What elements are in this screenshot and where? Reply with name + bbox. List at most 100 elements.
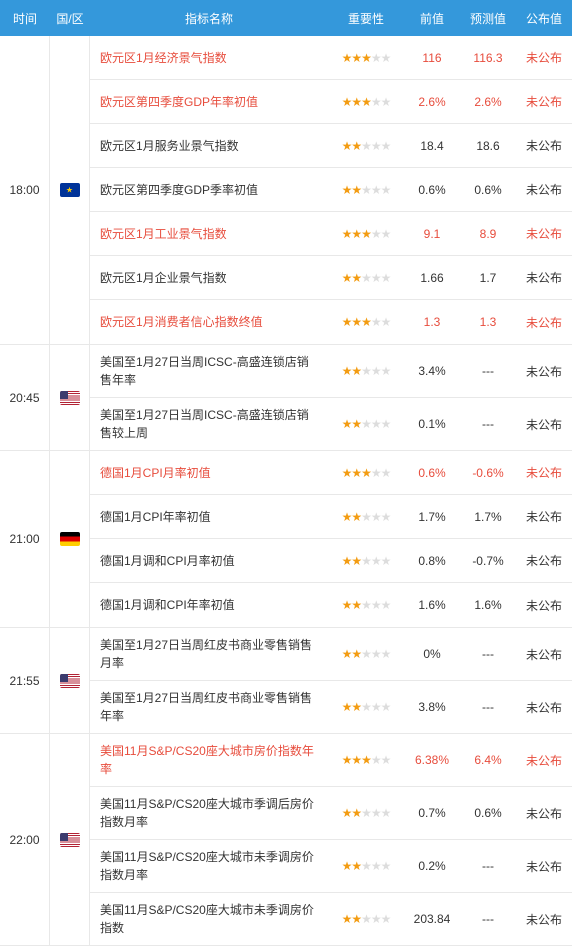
previous-value: 9.1: [404, 227, 460, 241]
previous-value: 3.4%: [404, 364, 460, 378]
forecast-value: 1.7: [460, 271, 516, 285]
forecast-value: 0.6%: [460, 806, 516, 820]
importance-stars: ★★★★★: [328, 364, 404, 378]
flag-cell: [50, 628, 90, 733]
published-value: 未公布: [516, 699, 572, 716]
rows-container: 美国至1月27日当周红皮书商业零售销售月率★★★★★0%---未公布美国至1月2…: [90, 628, 572, 733]
forecast-value: 8.9: [460, 227, 516, 241]
indicator-name: 欧元区第四季度GDP季率初值: [90, 173, 328, 207]
importance-stars: ★★★★★: [328, 554, 404, 568]
published-value: 未公布: [516, 858, 572, 875]
time-group: 21:00 德国1月CPI月率初值★★★★★0.6%-0.6%未公布德国1月CPI…: [0, 451, 572, 628]
importance-stars: ★★★★★: [328, 753, 404, 767]
indicator-name: 欧元区1月服务业景气指数: [90, 129, 328, 163]
table-row[interactable]: 美国11月S&P/CS20座大城市季调后房价指数月率★★★★★0.7%0.6%未…: [90, 787, 572, 840]
previous-value: 0.2%: [404, 859, 460, 873]
table-row[interactable]: 德国1月CPI月率初值★★★★★0.6%-0.6%未公布: [90, 451, 572, 495]
indicator-name: 欧元区第四季度GDP年率初值: [90, 85, 328, 119]
previous-value: 0.7%: [404, 806, 460, 820]
importance-stars: ★★★★★: [328, 647, 404, 661]
previous-value: 0.1%: [404, 417, 460, 431]
previous-value: 1.66: [404, 271, 460, 285]
published-value: 未公布: [516, 464, 572, 481]
indicator-name: 欧元区1月消费者信心指数终值: [90, 305, 328, 339]
published-value: 未公布: [516, 646, 572, 663]
published-value: 未公布: [516, 314, 572, 331]
table-row[interactable]: 德国1月CPI年率初值★★★★★1.7%1.7%未公布: [90, 495, 572, 539]
forecast-value: ---: [460, 700, 516, 714]
time-group: 18:00欧元区1月经济景气指数★★★★★116116.3未公布欧元区第四季度G…: [0, 36, 572, 345]
forecast-value: 0.6%: [460, 183, 516, 197]
published-value: 未公布: [516, 911, 572, 928]
time-cell: 21:00: [0, 451, 50, 627]
previous-value: 0.6%: [404, 183, 460, 197]
published-value: 未公布: [516, 597, 572, 614]
header-name: 指标名称: [90, 10, 328, 27]
importance-stars: ★★★★★: [328, 598, 404, 612]
table-row[interactable]: 欧元区1月服务业景气指数★★★★★18.418.6未公布: [90, 124, 572, 168]
published-value: 未公布: [516, 363, 572, 380]
indicator-name: 德国1月调和CPI月率初值: [90, 544, 328, 578]
table-row[interactable]: 欧元区1月企业景气指数★★★★★1.661.7未公布: [90, 256, 572, 300]
indicator-name: 美国11月S&P/CS20座大城市房价指数年率: [90, 734, 328, 786]
header-time: 时间: [0, 10, 50, 27]
table-row[interactable]: 欧元区1月消费者信心指数终值★★★★★1.31.3未公布: [90, 300, 572, 344]
table-row[interactable]: 欧元区1月经济景气指数★★★★★116116.3未公布: [90, 36, 572, 80]
importance-stars: ★★★★★: [328, 51, 404, 65]
forecast-value: -0.7%: [460, 554, 516, 568]
indicator-name: 美国至1月27日当周红皮书商业零售销售年率: [90, 681, 328, 733]
rows-container: 欧元区1月经济景气指数★★★★★116116.3未公布欧元区第四季度GDP年率初…: [90, 36, 572, 344]
de-flag-icon: [60, 532, 80, 546]
flag-cell: [50, 734, 90, 945]
previous-value: 3.8%: [404, 700, 460, 714]
previous-value: 2.6%: [404, 95, 460, 109]
time-group: 20:45美国至1月27日当周ICSC-高盛连锁店销售年率★★★★★3.4%--…: [0, 345, 572, 451]
published-value: 未公布: [516, 225, 572, 242]
indicator-name: 美国至1月27日当周红皮书商业零售销售月率: [90, 628, 328, 680]
published-value: 未公布: [516, 552, 572, 569]
table-row[interactable]: 欧元区第四季度GDP年率初值★★★★★2.6%2.6%未公布: [90, 80, 572, 124]
forecast-value: 1.7%: [460, 510, 516, 524]
indicator-name: 美国至1月27日当周ICSC-高盛连锁店销售年率: [90, 345, 328, 397]
table-row[interactable]: 欧元区第四季度GDP季率初值★★★★★0.6%0.6%未公布: [90, 168, 572, 212]
us-flag-icon: [60, 674, 80, 688]
forecast-value: ---: [460, 859, 516, 873]
importance-stars: ★★★★★: [328, 510, 404, 524]
importance-stars: ★★★★★: [328, 466, 404, 480]
forecast-value: 1.6%: [460, 598, 516, 612]
importance-stars: ★★★★★: [328, 912, 404, 926]
importance-stars: ★★★★★: [328, 315, 404, 329]
table-row[interactable]: 美国至1月27日当周红皮书商业零售销售月率★★★★★0%---未公布: [90, 628, 572, 681]
time-cell: 22:00: [0, 734, 50, 945]
indicator-name: 欧元区1月企业景气指数: [90, 261, 328, 295]
forecast-value: 18.6: [460, 139, 516, 153]
previous-value: 116: [404, 51, 460, 65]
table-row[interactable]: 美国至1月27日当周红皮书商业零售销售年率★★★★★3.8%---未公布: [90, 681, 572, 733]
importance-stars: ★★★★★: [328, 271, 404, 285]
published-value: 未公布: [516, 93, 572, 110]
indicator-name: 德国1月CPI月率初值: [90, 456, 328, 490]
table-row[interactable]: 美国11月S&P/CS20座大城市房价指数年率★★★★★6.38%6.4%未公布: [90, 734, 572, 787]
published-value: 未公布: [516, 269, 572, 286]
rows-container: 美国11月S&P/CS20座大城市房价指数年率★★★★★6.38%6.4%未公布…: [90, 734, 572, 945]
indicator-name: 美国11月S&P/CS20座大城市未季调房价指数: [90, 893, 328, 945]
published-value: 未公布: [516, 137, 572, 154]
table-row[interactable]: 美国11月S&P/CS20座大城市未季调房价指数月率★★★★★0.2%---未公…: [90, 840, 572, 893]
table-row[interactable]: 美国至1月27日当周ICSC-高盛连锁店销售较上周★★★★★0.1%---未公布: [90, 398, 572, 450]
forecast-value: 1.3: [460, 315, 516, 329]
table-row[interactable]: 美国至1月27日当周ICSC-高盛连锁店销售年率★★★★★3.4%---未公布: [90, 345, 572, 398]
forecast-value: 2.6%: [460, 95, 516, 109]
indicator-name: 美国11月S&P/CS20座大城市季调后房价指数月率: [90, 787, 328, 839]
us-flag-icon: [60, 833, 80, 847]
table-row[interactable]: 欧元区1月工业景气指数★★★★★9.18.9未公布: [90, 212, 572, 256]
forecast-value: 116.3: [460, 51, 516, 65]
indicator-name: 美国11月S&P/CS20座大城市未季调房价指数月率: [90, 840, 328, 892]
table-row[interactable]: 美国11月S&P/CS20座大城市未季调房价指数★★★★★203.84---未公…: [90, 893, 572, 945]
importance-stars: ★★★★★: [328, 139, 404, 153]
table-row[interactable]: 德国1月调和CPI年率初值★★★★★1.6%1.6%未公布: [90, 583, 572, 627]
previous-value: 1.3: [404, 315, 460, 329]
time-cell: 18:00: [0, 36, 50, 344]
importance-stars: ★★★★★: [328, 183, 404, 197]
table-row[interactable]: 德国1月调和CPI月率初值★★★★★0.8%-0.7%未公布: [90, 539, 572, 583]
forecast-value: -0.6%: [460, 466, 516, 480]
